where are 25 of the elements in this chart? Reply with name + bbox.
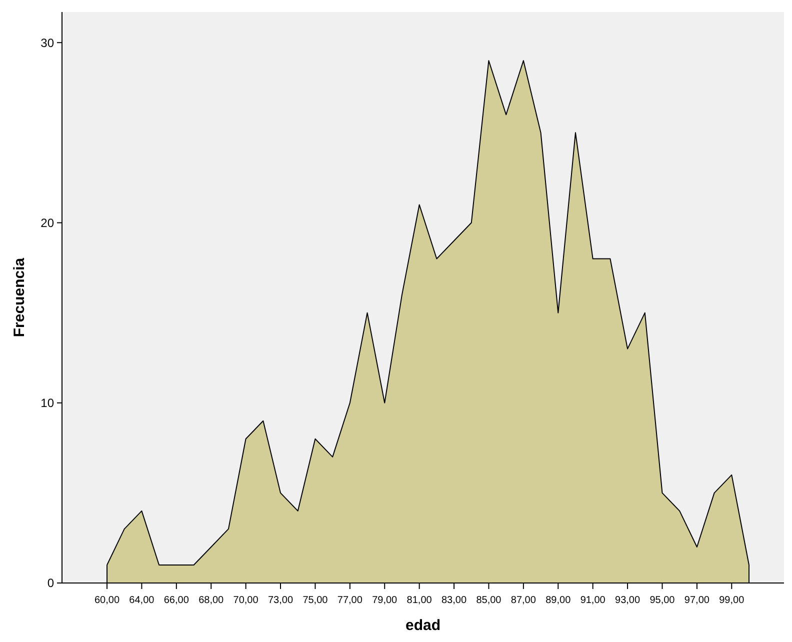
x-tick-label: 89,00: [546, 595, 572, 606]
x-tick-label: 97,00: [684, 595, 710, 606]
x-tick-label: 66,00: [164, 595, 190, 606]
x-tick-label: 99,00: [719, 595, 745, 606]
x-axis-title: edad: [405, 617, 441, 634]
x-tick-label: 75,00: [302, 595, 328, 606]
x-tick-label: 91,00: [580, 595, 606, 606]
x-tick-label: 81,00: [406, 595, 432, 606]
y-tick-label: 30: [40, 36, 54, 50]
x-tick-label: 64,00: [129, 595, 155, 606]
x-tick-label: 68,00: [198, 595, 224, 606]
x-tick-label: 93,00: [615, 595, 640, 606]
x-tick-label: 83,00: [442, 595, 467, 606]
x-tick-label: 79,00: [372, 595, 398, 606]
x-tick-label: 60,00: [94, 595, 120, 606]
x-tick-label: 85,00: [476, 595, 502, 606]
y-tick-label: 0: [47, 576, 54, 590]
x-tick-label: 95,00: [650, 595, 676, 606]
y-tick-label: 10: [40, 396, 54, 410]
y-axis-title: Frecuencia: [11, 257, 28, 338]
x-tick-label: 70,00: [233, 595, 259, 606]
x-tick-label: 87,00: [510, 595, 536, 606]
x-tick-label: 73,00: [268, 595, 294, 606]
y-tick-label: 20: [40, 216, 54, 230]
x-tick-label: 77,00: [337, 595, 363, 606]
